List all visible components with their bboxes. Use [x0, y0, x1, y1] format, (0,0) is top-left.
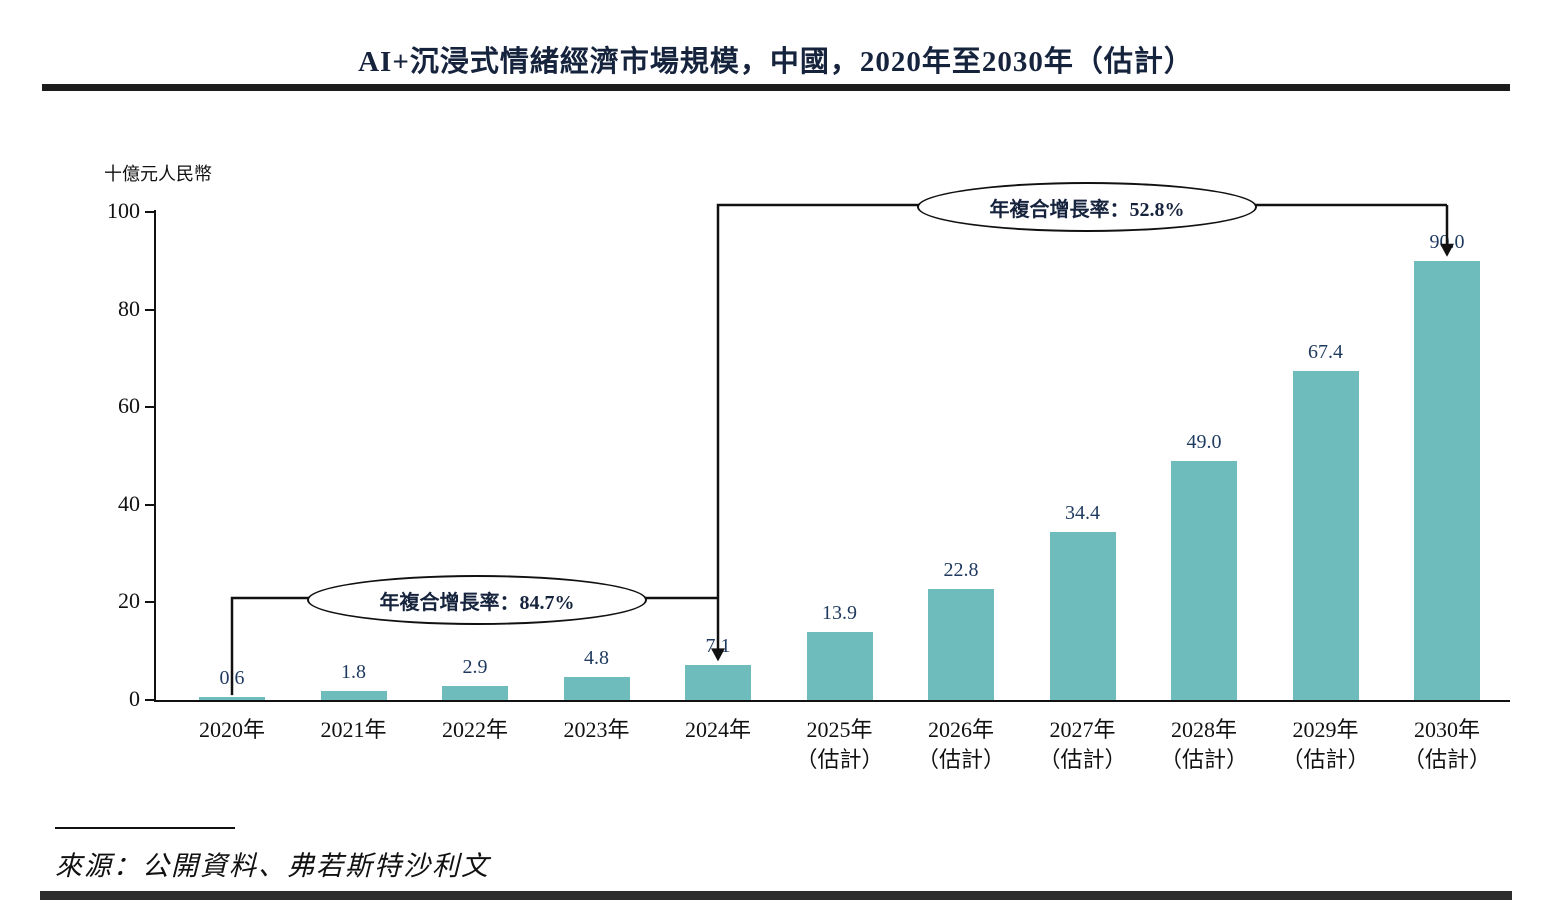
bar-value-label: 0.6 — [219, 667, 245, 690]
bar-value-label: 7.1 — [705, 635, 731, 658]
x-tick-label: 2021年 — [320, 717, 387, 742]
bar — [1171, 460, 1237, 700]
bar — [199, 697, 265, 700]
cagr-ellipse-late: 年複合增長率：52.8% — [917, 182, 1257, 232]
bar — [1414, 260, 1480, 700]
bar — [320, 691, 387, 700]
y-tick-label: 100 — [107, 198, 140, 223]
bar-value-label: 4.8 — [584, 646, 609, 669]
x-tick-sublabel: （估計） — [916, 747, 1005, 772]
bottom-page-rule — [40, 891, 1512, 900]
y-tick-label: 60 — [118, 393, 140, 419]
x-tick-sublabel: （估計） — [1038, 747, 1127, 772]
source-divider-rule — [55, 827, 235, 829]
x-tick-label: 2030年 — [1413, 717, 1480, 742]
x-tick-label: 2020年 — [198, 717, 265, 742]
chart-title: AI+沉浸式情緒經濟市場規模，中國，2020年至2030年（估計） — [358, 46, 1194, 78]
x-tick-label: 2026年 — [927, 717, 994, 742]
x-tick-sublabel: （估計） — [1281, 747, 1370, 772]
title-divider-rule — [42, 84, 1510, 91]
bar-value-label: 90.0 — [1429, 230, 1465, 253]
x-tick-label: 2028年 — [1170, 717, 1237, 742]
bar-value-label: 34.4 — [1065, 502, 1100, 525]
x-tick-label: 2025年 — [806, 717, 873, 742]
bar — [1049, 532, 1116, 700]
y-tick-mark — [145, 308, 154, 311]
y-tick-mark — [145, 699, 154, 701]
bar — [928, 588, 994, 700]
bar-value-label: 2.9 — [462, 655, 488, 678]
bar — [806, 632, 873, 700]
x-tick-label: 2023年 — [563, 717, 630, 742]
y-tick-label: 40 — [118, 490, 140, 516]
bar-value-label: 1.8 — [341, 661, 366, 684]
y-tick-label: 20 — [118, 588, 140, 614]
bar — [1292, 371, 1359, 700]
bar-value-label: 49.0 — [1186, 430, 1222, 453]
x-tick-label: 2022年 — [441, 717, 508, 742]
y-tick-mark — [145, 211, 154, 213]
y-tick-mark — [145, 503, 154, 506]
x-tick-sublabel: （估計） — [1402, 747, 1491, 772]
source-text: 來源：公開資料、弗若斯特沙利文 — [55, 851, 490, 881]
y-tick-mark — [145, 601, 154, 604]
x-tick-sublabel: （估計） — [795, 747, 884, 772]
bar-value-label: 67.4 — [1308, 341, 1343, 364]
bar — [685, 665, 751, 700]
x-tick-sublabel: （估計） — [1159, 747, 1248, 772]
y-tick-label: 0 — [129, 686, 140, 711]
bar — [563, 676, 630, 700]
cagr-ellipse-early: 年複合增長率：84.7% — [307, 575, 647, 625]
y-tick-label: 80 — [118, 295, 140, 321]
bar — [442, 685, 508, 700]
y-tick-mark — [145, 406, 154, 409]
x-tick-label: 2024年 — [684, 717, 751, 742]
x-tick-label: 2029年 — [1292, 717, 1359, 742]
y-axis-unit-label: 十億元人民幣 — [104, 164, 212, 184]
x-axis-line — [154, 700, 1510, 702]
y-axis-line — [154, 210, 156, 702]
bar-value-label: 13.9 — [822, 602, 857, 625]
x-tick-label: 2027年 — [1049, 717, 1116, 742]
bar-value-label: 22.8 — [943, 558, 979, 581]
